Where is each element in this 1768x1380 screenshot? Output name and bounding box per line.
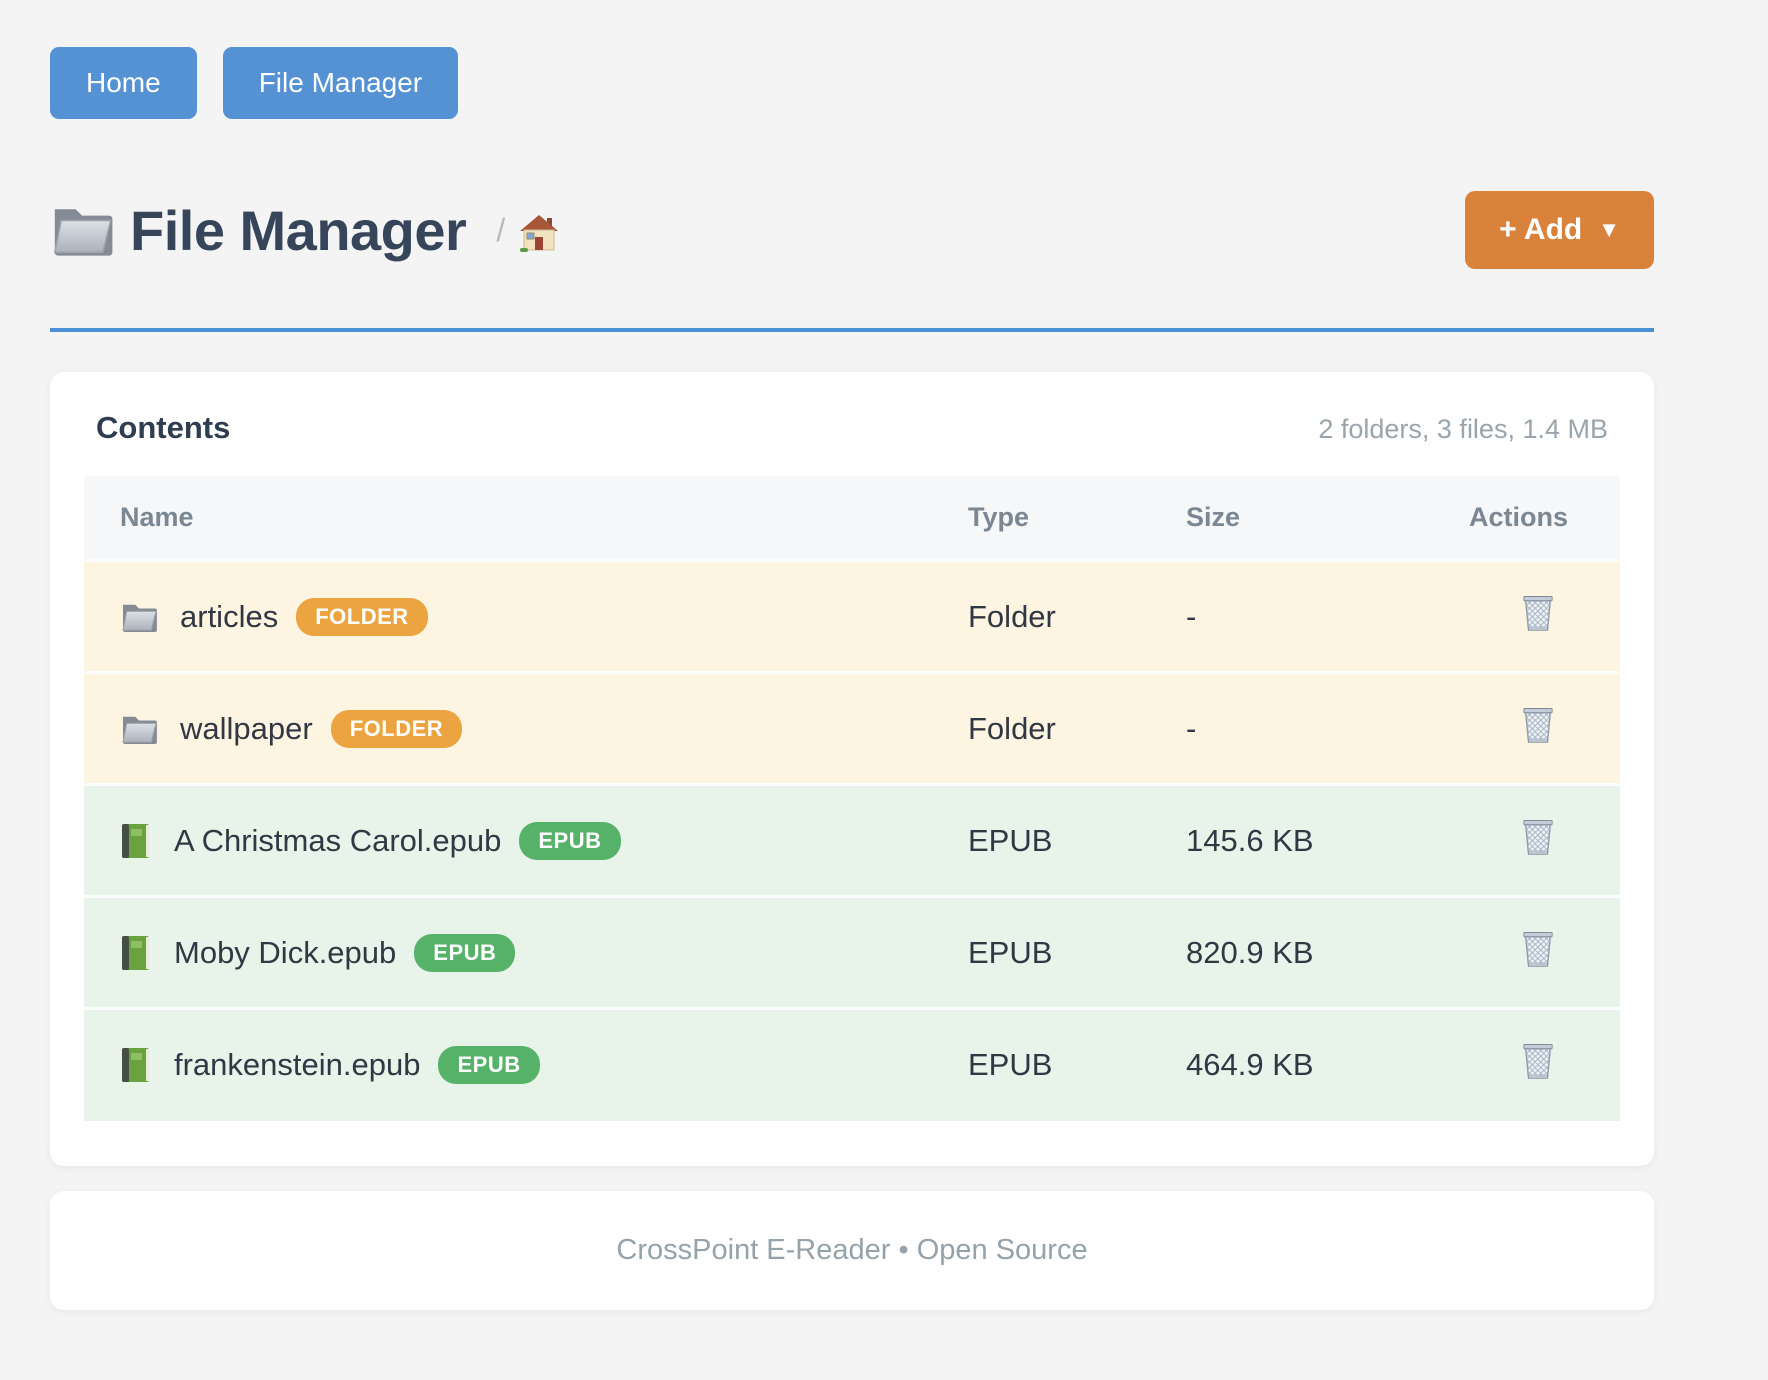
book-icon	[120, 935, 152, 971]
title-divider	[50, 328, 1654, 332]
file-type-badge: FOLDER	[296, 598, 427, 636]
delete-button[interactable]	[1521, 930, 1555, 968]
footer-text: CrossPoint E-Reader • Open Source	[616, 1234, 1087, 1267]
trash-icon	[1521, 594, 1555, 632]
table-row[interactable]: Moby Dick.epub EPUB EPUB 820.9 KB	[84, 897, 1620, 1009]
folder-icon	[120, 601, 158, 633]
file-name[interactable]: articles	[180, 599, 278, 635]
column-header-name: Name	[84, 476, 932, 561]
file-size: -	[1150, 561, 1433, 673]
file-type: Folder	[932, 561, 1150, 673]
file-type: EPUB	[932, 897, 1150, 1009]
contents-card-header: Contents 2 folders, 3 files, 1.4 MB	[84, 410, 1620, 476]
file-size: -	[1150, 673, 1433, 785]
add-button[interactable]: + Add ▼	[1465, 191, 1654, 269]
file-table-head: Name Type Size Actions	[84, 476, 1620, 561]
file-name[interactable]: wallpaper	[180, 711, 313, 747]
top-nav: Home File Manager	[50, 47, 1654, 119]
add-button-label: + Add	[1499, 213, 1582, 247]
page-header: File Manager / + Add ▼	[50, 190, 1654, 270]
file-table-body: articles FOLDER Folder -	[84, 561, 1620, 1121]
book-icon	[120, 1047, 152, 1083]
folder-icon	[50, 201, 114, 259]
home-button[interactable]: Home	[50, 47, 197, 119]
breadcrumb-separator: /	[496, 212, 505, 249]
delete-button[interactable]	[1521, 594, 1555, 632]
title-group: File Manager /	[50, 198, 559, 263]
column-header-size: Size	[1150, 476, 1433, 561]
page-title: File Manager	[130, 198, 466, 263]
trash-icon	[1521, 818, 1555, 856]
footer: CrossPoint E-Reader • Open Source	[50, 1191, 1654, 1310]
table-row[interactable]: A Christmas Carol.epub EPUB EPUB 145.6 K…	[84, 785, 1620, 897]
file-type: EPUB	[932, 1009, 1150, 1121]
trash-icon	[1521, 930, 1555, 968]
file-type: Folder	[932, 673, 1150, 785]
folder-icon	[120, 713, 158, 745]
contents-title: Contents	[96, 410, 230, 446]
book-icon	[120, 823, 152, 859]
file-type: EPUB	[932, 785, 1150, 897]
file-type-badge: EPUB	[414, 934, 515, 972]
file-type-badge: EPUB	[519, 822, 620, 860]
table-row[interactable]: frankenstein.epub EPUB EPUB 464.9 KB	[84, 1009, 1620, 1121]
breadcrumb: /	[496, 208, 559, 252]
file-name-cell: A Christmas Carol.epub EPUB	[120, 822, 932, 860]
file-name-cell: Moby Dick.epub EPUB	[120, 934, 932, 972]
file-table: Name Type Size Actions ar	[84, 476, 1620, 1121]
file-name-cell: articles FOLDER	[120, 598, 932, 636]
file-size: 820.9 KB	[1150, 897, 1433, 1009]
house-icon[interactable]	[519, 214, 559, 252]
trash-icon	[1521, 706, 1555, 744]
contents-card: Contents 2 folders, 3 files, 1.4 MB Name…	[50, 372, 1654, 1166]
file-name[interactable]: Moby Dick.epub	[174, 935, 396, 971]
table-row[interactable]: wallpaper FOLDER Folder -	[84, 673, 1620, 785]
file-manager-button[interactable]: File Manager	[223, 47, 458, 119]
file-name-cell: frankenstein.epub EPUB	[120, 1046, 932, 1084]
file-name[interactable]: A Christmas Carol.epub	[174, 823, 501, 859]
table-row[interactable]: articles FOLDER Folder -	[84, 561, 1620, 673]
file-name-cell: wallpaper FOLDER	[120, 710, 932, 748]
delete-button[interactable]	[1521, 818, 1555, 856]
file-type-badge: EPUB	[438, 1046, 539, 1084]
trash-icon	[1521, 1042, 1555, 1080]
caret-down-icon: ▼	[1598, 217, 1620, 243]
file-size: 464.9 KB	[1150, 1009, 1433, 1121]
page: Home File Manager File Manager /	[50, 0, 1654, 1310]
delete-button[interactable]	[1521, 1042, 1555, 1080]
file-name[interactable]: frankenstein.epub	[174, 1047, 420, 1083]
column-header-type: Type	[932, 476, 1150, 561]
file-size: 145.6 KB	[1150, 785, 1433, 897]
contents-summary: 2 folders, 3 files, 1.4 MB	[1318, 414, 1608, 445]
file-type-badge: FOLDER	[331, 710, 462, 748]
delete-button[interactable]	[1521, 706, 1555, 744]
column-header-actions: Actions	[1433, 476, 1620, 561]
